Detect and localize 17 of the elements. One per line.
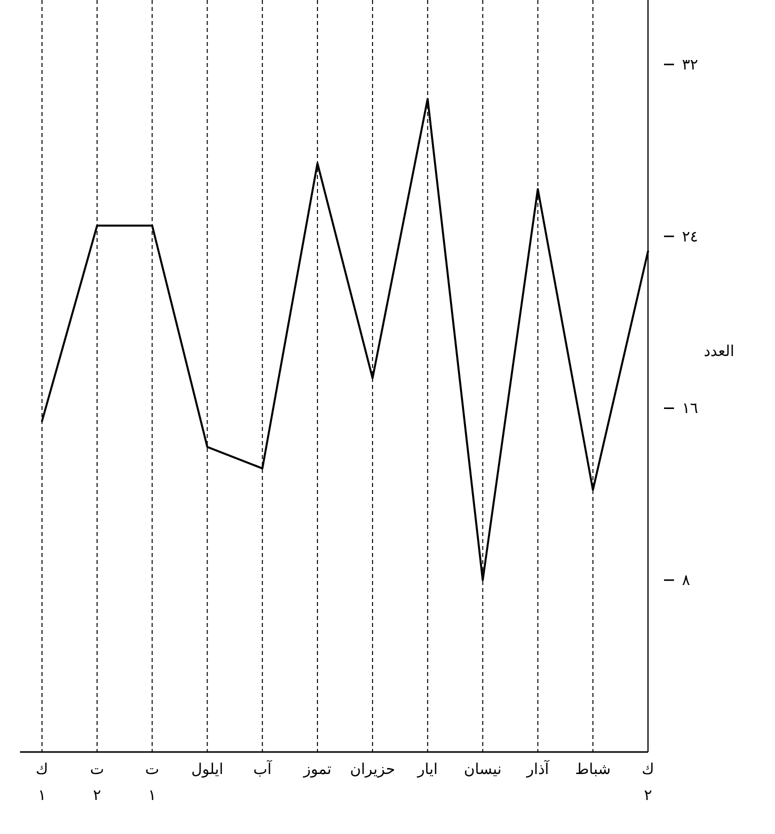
x-tick-label: ت ١: [145, 759, 160, 806]
y-tick-label: ١٦: [682, 399, 698, 418]
x-tick-label: ت ٢: [90, 759, 104, 806]
x-tick-label: تموز: [304, 759, 332, 780]
x-tick-label: ايلول: [191, 759, 224, 780]
x-tick-label: حزيران: [350, 759, 396, 780]
y-axis-title: العدد: [704, 342, 734, 360]
x-tick-label: ك ١: [36, 759, 48, 806]
x-tick-label: آذار: [526, 759, 549, 780]
y-tick-label: ٢٤: [682, 227, 698, 246]
x-tick-label: نيسان: [464, 759, 502, 780]
x-tick-label: ايار: [418, 759, 438, 780]
x-tick-label: ك ٢: [642, 759, 654, 806]
y-tick-label: ٨: [682, 571, 690, 590]
x-tick-label: شباط: [575, 759, 611, 780]
x-tick-label: آب: [253, 759, 272, 780]
y-tick-label: ٣٢: [682, 55, 698, 74]
